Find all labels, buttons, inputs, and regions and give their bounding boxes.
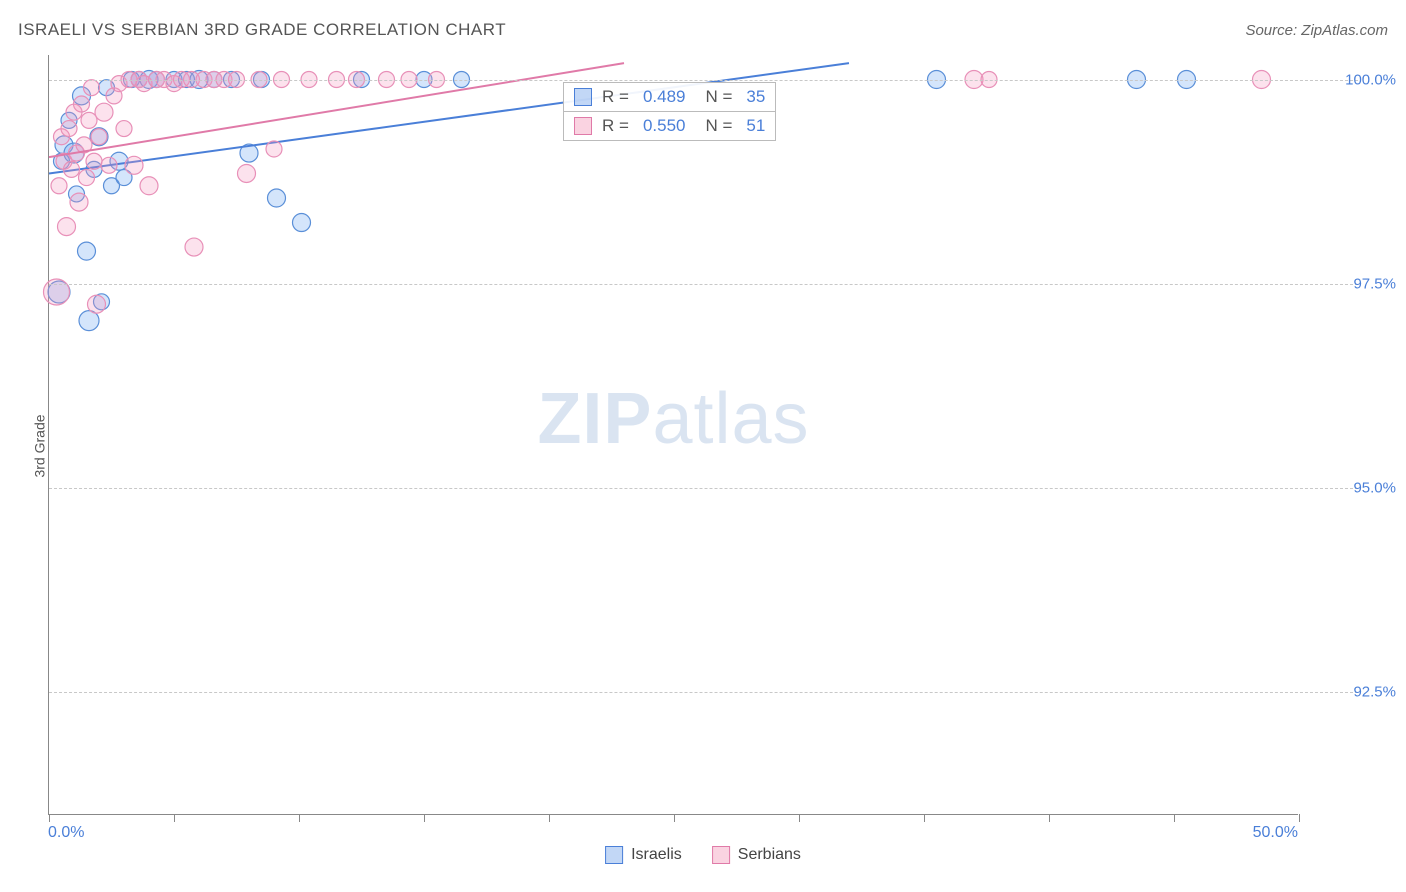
legend-item[interactable]: Israelis [605,846,682,864]
data-point[interactable] [61,121,77,137]
legend-item[interactable]: Serbians [712,846,801,864]
series-swatch-icon [574,88,592,106]
chart-header: ISRAELI VS SERBIAN 3RD GRADE CORRELATION… [18,20,1388,40]
r-label: R = [602,116,629,136]
x-tick [299,814,300,822]
data-point[interactable] [78,242,96,260]
x-tick-label: 50.0% [1253,824,1298,842]
data-point[interactable] [140,177,158,195]
series-swatch-icon [574,117,592,135]
data-point[interactable] [268,189,286,207]
x-tick-label: 0.0% [48,824,84,842]
data-point[interactable] [84,80,100,96]
data-point[interactable] [266,141,282,157]
n-label: N = [705,116,732,136]
data-point[interactable] [58,218,76,236]
y-tick-label: 97.5% [1353,275,1396,292]
x-tick [424,814,425,822]
data-point[interactable] [74,96,90,112]
scatter-svg [49,55,1299,815]
gridline [49,284,1358,285]
gridline [49,692,1358,693]
correlation-info-box: R = 0.550 N = 51 [563,111,776,141]
data-point[interactable] [79,170,95,186]
x-tick [1299,814,1300,822]
legend-swatch-icon [605,846,623,864]
data-point[interactable] [238,164,256,182]
data-point[interactable] [51,178,67,194]
r-value: 0.489 [643,87,686,107]
y-tick-label: 92.5% [1353,684,1396,701]
legend-swatch-icon [712,846,730,864]
data-point[interactable] [81,112,97,128]
x-tick [799,814,800,822]
data-point[interactable] [101,157,117,173]
data-point[interactable] [70,193,88,211]
gridline [49,488,1358,489]
data-point[interactable] [116,121,132,137]
x-tick [924,814,925,822]
legend: Israelis Serbians [605,846,801,864]
n-value: 51 [746,116,765,136]
x-tick [49,814,50,822]
data-point[interactable] [88,295,106,313]
gridline [49,80,1358,81]
y-tick-label: 95.0% [1353,480,1396,497]
y-tick-label: 100.0% [1345,71,1396,88]
x-tick [1049,814,1050,822]
data-point[interactable] [125,156,143,174]
x-tick [674,814,675,822]
data-point[interactable] [86,153,102,169]
chart-title: ISRAELI VS SERBIAN 3RD GRADE CORRELATION… [18,20,506,40]
x-tick [549,814,550,822]
y-axis-label: 3rd Grade [32,414,48,477]
data-point[interactable] [91,129,107,145]
data-point[interactable] [185,238,203,256]
source-attribution: Source: ZipAtlas.com [1245,22,1388,39]
legend-label: Israelis [631,846,682,864]
x-tick [174,814,175,822]
data-point[interactable] [293,214,311,232]
data-point[interactable] [95,103,113,121]
x-tick [1174,814,1175,822]
r-label: R = [602,87,629,107]
r-value: 0.550 [643,116,686,136]
correlation-info-box: R = 0.489 N = 35 [563,82,776,112]
legend-label: Serbians [738,846,801,864]
data-point[interactable] [64,161,80,177]
n-value: 35 [746,87,765,107]
plot-area: ZIPatlas [48,55,1298,815]
n-label: N = [705,87,732,107]
